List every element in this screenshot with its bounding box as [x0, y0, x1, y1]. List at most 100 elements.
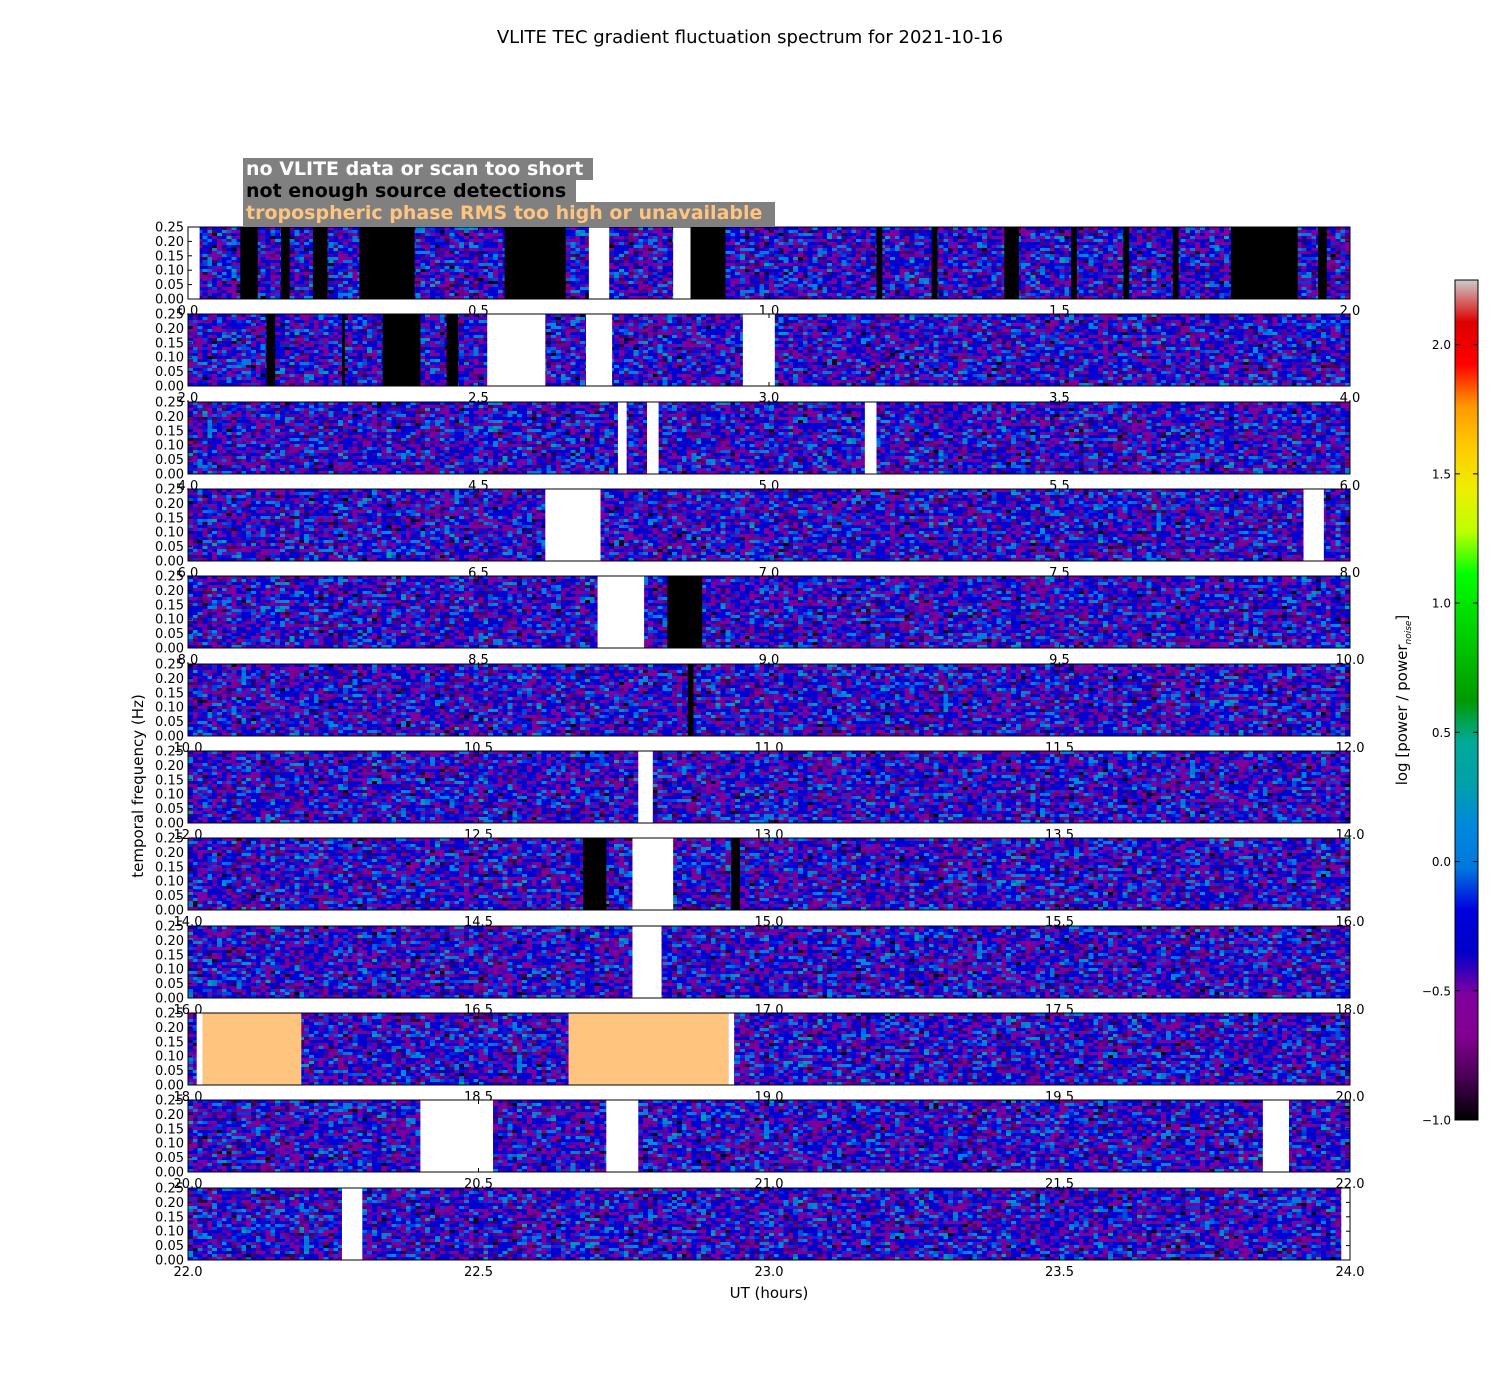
heatmap-cells — [188, 838, 1350, 910]
colorbar-gradient — [1454, 279, 1479, 1121]
y-tick-label: 0.20 — [155, 410, 184, 425]
y-tick-label: 0.10 — [155, 701, 184, 716]
y-tick-label: 0.00 — [155, 1079, 184, 1094]
x-tick-label: 23.5 — [1045, 1265, 1074, 1280]
heatmap-cells — [188, 926, 1350, 998]
flag-few-detections-4 — [446, 314, 459, 386]
flag-few-detections-13 — [1071, 227, 1077, 299]
y-tick-label: 0.15 — [155, 773, 184, 788]
heatmap-cells — [188, 576, 1350, 648]
flag-few-detections-2 — [240, 227, 258, 299]
flag-few-detections-10 — [876, 227, 883, 299]
y-tick-label: 0.20 — [155, 759, 184, 774]
y-tick-label: 0.20 — [155, 1108, 184, 1123]
y-tick-label: 0.05 — [155, 889, 184, 904]
flag-no-data-1 — [638, 751, 653, 823]
y-tick-label: 0.25 — [155, 1094, 184, 1109]
y-tick-label: 0.20 — [155, 846, 184, 861]
flag-few-detections-4 — [312, 227, 328, 299]
y-tick-label: 0.00 — [155, 730, 184, 745]
y-tick-label: 0.10 — [155, 1137, 184, 1152]
flag-no-data-2 — [1303, 489, 1324, 561]
y-tick-label: 0.10 — [155, 264, 184, 279]
y-tick-label: 0.05 — [155, 540, 184, 555]
y-tick-label: 0.05 — [155, 977, 184, 992]
legend-entry-1: no VLITE data or scan too short — [246, 158, 583, 180]
colorbar-tick-label: 0.0 — [1432, 855, 1451, 869]
y-tick-label: 0.10 — [155, 526, 184, 541]
panel-4: 0.000.050.100.150.200.256.0 6.5 7.0 7.5 8.0 — [155, 483, 1360, 582]
flag-no-data-5 — [487, 314, 546, 386]
chart-title: VLITE TEC gradient fluctuation spectrum … — [497, 27, 1003, 48]
y-tick-label: 0.15 — [155, 511, 184, 526]
y-tick-label: 0.15 — [155, 686, 184, 701]
flag-no-data-3 — [1262, 1100, 1289, 1172]
y-tick-label: 0.05 — [155, 453, 184, 468]
flag-few-detections-16 — [1230, 227, 1298, 299]
heatmap-cells — [188, 751, 1350, 823]
y-tick-label: 0.15 — [155, 1122, 184, 1137]
flag-few-detections-1 — [583, 838, 607, 910]
y-tick-label: 0.10 — [155, 613, 184, 628]
heatmap-cells — [188, 1013, 1350, 1085]
y-tick-label: 0.15 — [155, 336, 184, 351]
x-tick-label: 22.5 — [464, 1265, 493, 1280]
flag-few-detections-3 — [731, 838, 740, 910]
heatmap-cells — [188, 489, 1350, 561]
y-tick-label: 0.25 — [155, 570, 184, 585]
y-tick-label: 0.15 — [155, 860, 184, 875]
x-tick-label: 22.0 — [174, 1265, 203, 1280]
y-tick-label: 0.15 — [155, 424, 184, 439]
flag-no-data-6 — [585, 314, 613, 386]
y-tick-label: 0.00 — [155, 992, 184, 1007]
flag-no-data-1 — [597, 576, 645, 648]
y-axis-label: temporal frequency (Hz) — [129, 694, 147, 878]
flag-few-detections-2 — [667, 576, 703, 648]
y-tick-label: 0.00 — [155, 904, 184, 919]
y-tick-label: 0.00 — [155, 380, 184, 395]
flag-few-detections-3 — [280, 227, 290, 299]
y-tick-label: 0.25 — [155, 920, 184, 935]
flag-tropo-3 — [568, 1013, 729, 1085]
flag-few-detections-15 — [1172, 227, 1179, 299]
y-tick-label: 0.05 — [155, 1064, 184, 1079]
flag-no-data-7 — [588, 227, 610, 299]
flag-no-data-1 — [188, 227, 200, 299]
y-tick-label: 0.00 — [155, 293, 184, 308]
y-tick-label: 0.10 — [155, 963, 184, 978]
y-tick-label: 0.05 — [155, 715, 184, 730]
flag-no-data-1 — [341, 1188, 363, 1260]
y-tick-label: 0.15 — [155, 1210, 184, 1225]
flag-no-data-2 — [632, 838, 674, 910]
flag-tropo-2 — [202, 1013, 302, 1085]
panel-2: 0.000.050.100.150.200.252.0 2.5 3.0 3.5 4.0 — [155, 308, 1360, 407]
y-tick-label: 0.05 — [155, 627, 184, 642]
flag-no-data-2 — [646, 402, 659, 474]
y-tick-label: 0.00 — [155, 1254, 184, 1269]
y-tick-label: 0.20 — [155, 497, 184, 512]
x-tick-label: 24.0 — [1336, 1265, 1365, 1280]
legend-entry-2: not enough source detections — [246, 180, 566, 202]
y-tick-label: 0.20 — [155, 672, 184, 687]
colorbar: 2.0 1.5 1.0 0.5 0.0 −0.5 −1.0 log [power / powe… — [1393, 279, 1479, 1128]
y-tick-label: 0.05 — [155, 1239, 184, 1254]
y-tick-label: 0.20 — [155, 934, 184, 949]
flag-no-data-2 — [1341, 1188, 1350, 1260]
y-tick-label: 0.15 — [155, 598, 184, 613]
x-axis-label: UT (hours) — [730, 1284, 809, 1302]
y-tick-label: 0.00 — [155, 468, 184, 483]
y-tick-label: 0.00 — [155, 817, 184, 832]
colorbar-tick-label: 0.5 — [1432, 726, 1451, 740]
y-tick-label: 0.20 — [155, 235, 184, 250]
y-tick-label: 0.20 — [155, 322, 184, 337]
y-tick-label: 0.20 — [155, 1021, 184, 1036]
y-tick-label: 0.25 — [155, 832, 184, 847]
flag-few-detections-17 — [1318, 227, 1327, 299]
flag-few-detections-14 — [1123, 227, 1130, 299]
colorbar-label-main: log [power / power — [1393, 644, 1411, 786]
legend-box-1 — [243, 158, 593, 180]
